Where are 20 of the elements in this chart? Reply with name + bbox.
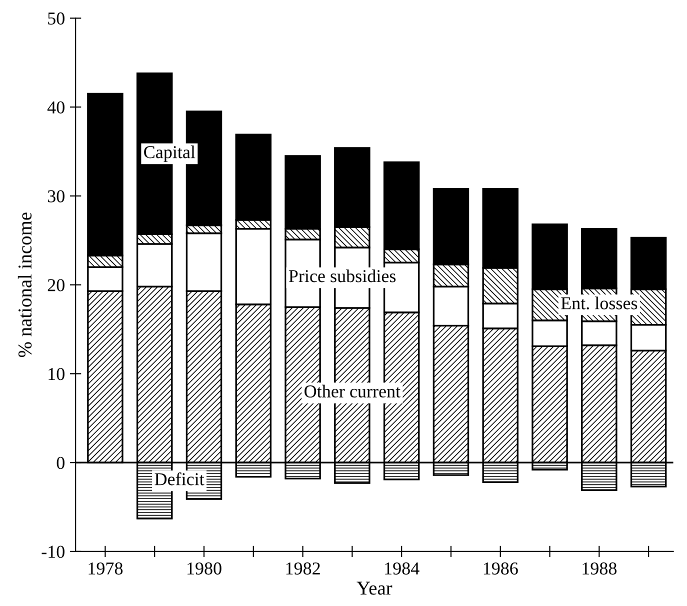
series-label: Deficit: [154, 472, 204, 486]
series-label: Other current: [304, 384, 400, 398]
y-tick-label: 0: [56, 456, 64, 470]
y-tick-label: -10: [42, 546, 64, 558]
x-tick-label: 1978: [88, 562, 123, 575]
x-tick-label: 1982: [286, 562, 320, 575]
y-axis-title: % national income: [18, 212, 32, 358]
y-tick-label: 40: [47, 101, 64, 114]
y-tick-label: 50: [48, 12, 64, 25]
x-tick-label: 1988: [582, 562, 617, 575]
x-tick-label: 1980: [188, 562, 222, 575]
y-tick-label: 10: [48, 368, 64, 380]
y-tick-label: 30: [48, 190, 64, 202]
x-tick-label: 1984: [385, 562, 420, 575]
series-label: Price subsidies: [288, 270, 396, 282]
series-label: Ent. losses: [561, 296, 638, 310]
x-tick-label: 1986: [484, 562, 518, 575]
y-tick-label: 20: [48, 279, 64, 292]
series-label: Capital: [144, 146, 196, 162]
x-axis-title: Year: [356, 582, 392, 595]
